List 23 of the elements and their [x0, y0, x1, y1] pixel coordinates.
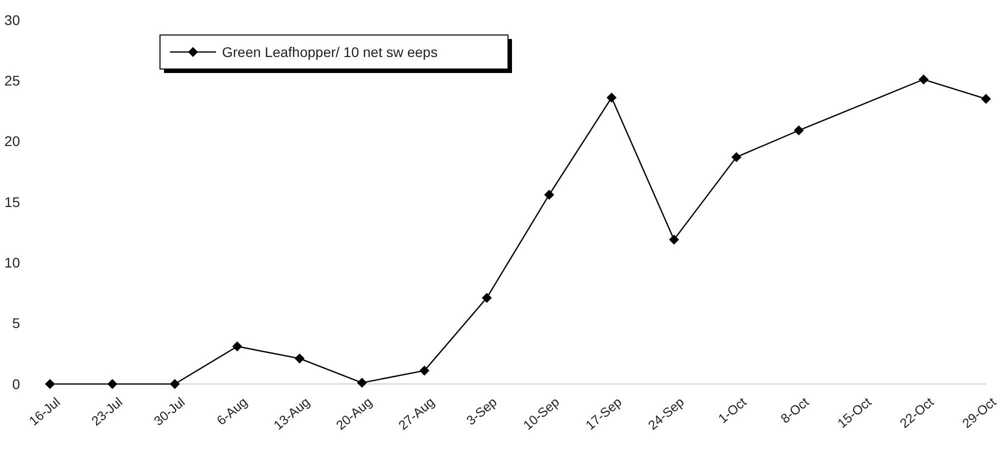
- point: [45, 379, 55, 389]
- point: [981, 94, 991, 104]
- y-tick-label: 0: [12, 376, 20, 392]
- point: [918, 74, 929, 84]
- point: [107, 379, 118, 389]
- y-tick-label: 30: [4, 12, 20, 28]
- point: [419, 366, 430, 376]
- point: [482, 292, 492, 303]
- point: [606, 92, 617, 103]
- legend-label: Green Leafhopper/ 10 net sw eeps: [222, 44, 438, 60]
- point: [731, 152, 742, 162]
- point: [357, 378, 367, 388]
- point: [794, 125, 804, 136]
- point: [544, 190, 554, 200]
- y-tick-label: 5: [12, 315, 20, 332]
- y-tick-label: 10: [4, 254, 20, 271]
- point: [294, 354, 305, 364]
- y-tick-label: 25: [4, 72, 20, 89]
- point: [669, 234, 679, 245]
- point: [232, 341, 242, 352]
- y-tick-label: 20: [4, 133, 20, 150]
- point: [170, 379, 180, 389]
- y-tick-label: 15: [4, 194, 20, 210]
